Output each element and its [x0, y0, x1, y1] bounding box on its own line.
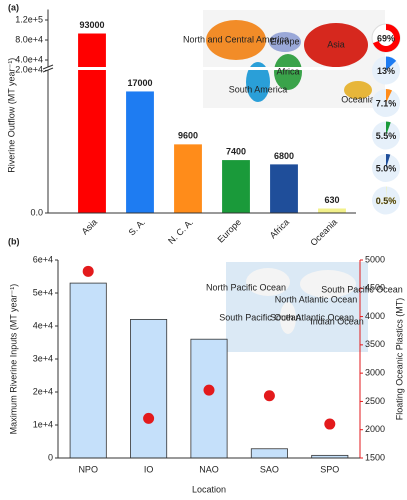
land	[246, 268, 290, 296]
x-tick-label: Asia	[80, 217, 99, 236]
point	[203, 384, 215, 396]
share-label: 0.5%	[376, 196, 397, 206]
x-axis-label: Location	[192, 484, 226, 494]
share-label: 5.0%	[376, 163, 397, 173]
map-label: Asia	[327, 39, 345, 49]
point	[263, 390, 275, 402]
x-tick-label: Africa	[268, 217, 291, 240]
map-label: North Pacific Ocean	[206, 282, 286, 292]
x-tick-label: NAO	[199, 464, 219, 474]
panel-label: (b)	[8, 236, 20, 246]
y-tick-label: 4.0e+4	[15, 54, 43, 64]
bar	[190, 338, 228, 459]
y-tick-label: 4e+4	[33, 320, 53, 330]
bar	[78, 33, 106, 213]
y2-tick-label: 1500	[365, 452, 385, 462]
share-label: 69%	[377, 33, 395, 43]
y2-tick-label: 3000	[365, 368, 385, 378]
point	[82, 265, 94, 277]
region	[246, 62, 270, 102]
y-tick-label: 1e+4	[33, 419, 53, 429]
y-tick-label: 2e+4	[33, 386, 53, 396]
y-tick-label: 0.0	[30, 207, 43, 217]
map-label: Europe	[270, 36, 299, 46]
bar	[130, 318, 168, 459]
break-mark	[42, 67, 54, 73]
share-label: 5.5%	[376, 131, 397, 141]
value-label: 17000	[127, 78, 152, 88]
x-tick-label: Oceania	[308, 217, 339, 248]
x-tick-label: NPO	[78, 464, 98, 474]
y2-tick-label: 2500	[365, 396, 385, 406]
share-wedge	[386, 154, 391, 168]
value-label: 630	[324, 195, 339, 205]
x-tick-label: SAO	[260, 464, 279, 474]
map-label: South Atlantic Ocean	[270, 312, 354, 322]
bar	[126, 91, 154, 213]
break-mark	[42, 64, 54, 70]
y-tick-label: 1.2e+5	[15, 14, 43, 24]
y-tick-label: 2.0e+4	[15, 64, 43, 74]
y-tick-label: 0	[48, 452, 53, 462]
y-tick-label: 6e+4	[33, 254, 53, 264]
bar	[222, 160, 250, 213]
region	[304, 23, 368, 67]
x-tick-label: Europe	[215, 217, 243, 245]
share-wedge	[386, 89, 393, 103]
y2-tick-label: 5000	[365, 254, 385, 264]
region	[344, 81, 372, 99]
y2-tick-label: 2000	[365, 424, 385, 434]
map-label: South America	[229, 84, 288, 94]
map-label: North and Central America	[183, 34, 289, 44]
map-label: South Pacific Ocean	[321, 284, 403, 294]
map-label: North Atlantic Ocean	[275, 294, 358, 304]
world-map-a	[203, 10, 385, 108]
region	[206, 20, 266, 60]
x-tick-label: IO	[144, 464, 154, 474]
x-tick-label: SPO	[320, 464, 339, 474]
panel-label: (a)	[8, 2, 19, 12]
bar	[69, 282, 107, 459]
y2-tick-label: 3500	[365, 339, 385, 349]
y2-tick-label: 4000	[365, 311, 385, 321]
y-axis-label: Riverine Outflow (MT year⁻¹)	[6, 58, 16, 173]
region	[269, 32, 301, 52]
bar	[174, 144, 202, 213]
y-tick-label: 5e+4	[33, 287, 53, 297]
y2-axis-label: Floating Oceanic Plastics (MT)	[394, 298, 404, 421]
land	[300, 270, 356, 298]
bar	[250, 448, 288, 459]
bar	[270, 164, 298, 213]
region	[274, 54, 302, 90]
x-tick-label: S. A.	[127, 217, 148, 238]
share-label: 7.1%	[376, 98, 397, 108]
point	[324, 418, 336, 430]
land	[280, 302, 296, 334]
value-label: 9600	[178, 131, 198, 141]
share-wedge	[386, 56, 397, 71]
map-label: Africa	[276, 66, 299, 76]
x-tick-label: N. C. A.	[166, 217, 195, 246]
value-label: 7400	[226, 146, 246, 156]
y2-tick-label: 4500	[365, 283, 385, 293]
axis-break	[42, 67, 350, 70]
map-label: Oceania	[341, 94, 375, 104]
map-label: South Pacific Ocean	[219, 312, 301, 322]
y-tick-label: 8.0e+4	[15, 34, 43, 44]
point	[143, 412, 155, 424]
share-hole	[378, 30, 394, 46]
value-label: 93000	[79, 20, 104, 30]
y-tick-label: 3e+4	[33, 353, 53, 363]
value-label: 6800	[274, 151, 294, 161]
map-label: Indian Ocean	[310, 316, 364, 326]
bar	[318, 208, 346, 213]
share-wedge	[386, 121, 391, 136]
share-label: 13%	[377, 66, 395, 76]
world-map-b	[226, 262, 368, 352]
y-axis-label: Maximum Riverine Inputs (MT year⁻¹)	[8, 284, 18, 435]
